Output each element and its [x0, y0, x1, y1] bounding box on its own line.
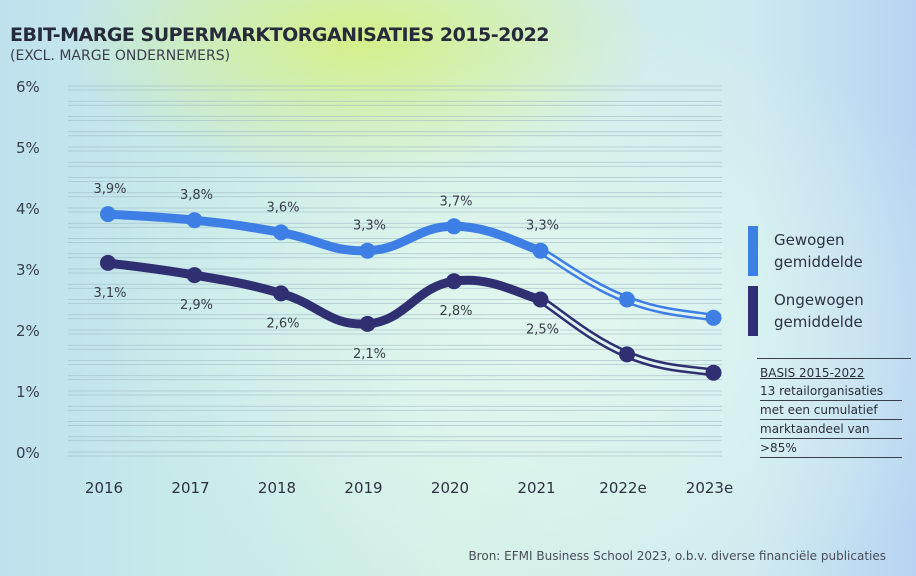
basis-note-body: 13 retailorganisaties met een cumulatief…: [760, 382, 910, 458]
x-tick-label: 2022e: [599, 479, 646, 497]
legend-item-weighted: Gewogen gemiddelde: [748, 226, 884, 276]
data-label: 2,5%: [526, 323, 559, 338]
basis-note-line: 13 retailorganisaties: [760, 382, 902, 401]
x-axis-ticks: 2016 2017 2018 2019 2020 2021 2022e 2023e: [85, 479, 733, 497]
data-point: [186, 267, 203, 284]
legend-swatch-weighted: [748, 226, 758, 276]
data-point: [619, 346, 635, 363]
legend-label-weighted: Gewogen gemiddelde: [774, 231, 863, 271]
data-label: 2,6%: [266, 316, 299, 331]
basis-note-heading: BASIS 2015-2022: [760, 366, 865, 380]
basis-note-line: met een cumulatief: [760, 401, 902, 420]
x-tick-label: 2016: [85, 479, 123, 497]
data-label: 3,9%: [93, 182, 126, 197]
data-point: [273, 285, 289, 302]
series-line: [103, 209, 545, 256]
data-point: [532, 291, 549, 308]
data-label: 3,6%: [266, 200, 299, 215]
y-tick-label: 2%: [16, 322, 40, 340]
data-label: 3,7%: [439, 194, 472, 209]
y-tick-label: 4%: [16, 200, 40, 218]
y-tick-label: 5%: [16, 139, 40, 157]
x-tick-label: 2019: [344, 479, 382, 497]
legend-swatch-unweighted: [748, 286, 758, 336]
basis-note-line: marktaandeel van: [760, 420, 902, 439]
y-tick-label: 0%: [16, 444, 40, 462]
source-note: Bron: EFMI Business School 2023, o.b.v. …: [468, 549, 886, 563]
data-label: 2,8%: [439, 304, 472, 319]
basis-note: BASIS 2015-2022 13 retailorganisaties me…: [760, 364, 910, 458]
data-label: 3,3%: [353, 219, 386, 234]
x-tick-label: 2017: [171, 479, 209, 497]
data-point: [359, 242, 376, 259]
data-label: 2,9%: [180, 298, 213, 313]
y-tick-label: 1%: [16, 383, 40, 401]
x-tick-label: 2021: [517, 479, 555, 497]
data-points: [100, 206, 722, 381]
data-point: [532, 242, 549, 259]
data-point: [705, 364, 722, 381]
chart-subtitle: (EXCL. MARGE ONDERNEMERS): [10, 48, 231, 64]
x-tick-label: 2018: [258, 479, 296, 497]
legend-label-unweighted: Ongewogen gemiddelde: [774, 291, 864, 331]
data-point: [705, 309, 722, 326]
data-point: [100, 254, 116, 271]
y-axis-ticks: 0% 1% 2% 3% 4% 5% 6%: [16, 78, 40, 462]
chart-title: EBIT-MARGE SUPERMARKTORGANISATIES 2015-2…: [10, 24, 550, 46]
data-point: [619, 291, 635, 308]
x-tick-label: 2020: [431, 479, 469, 497]
data-point: [359, 315, 376, 332]
legend-item-unweighted: Ongewogen gemiddelde: [748, 286, 884, 336]
data-label: 3,3%: [526, 219, 559, 234]
data-labels: 3,9% 3,8% 3,6% 3,3% 3,7% 3,3% 3,1% 2,9% 2,6% 2,1%…: [93, 182, 559, 362]
data-point: [446, 218, 462, 235]
data-label: 3,1%: [93, 286, 126, 301]
y-tick-label: 6%: [16, 78, 40, 96]
basis-note-line: >85%: [760, 439, 902, 458]
data-label: 2,1%: [353, 347, 386, 362]
x-tick-label: 2023e: [686, 479, 733, 497]
y-tick-label: 3%: [16, 261, 40, 279]
data-point: [100, 206, 116, 223]
data-point: [186, 212, 203, 229]
data-label: 3,8%: [180, 188, 213, 203]
data-point: [273, 224, 289, 241]
note-divider: [757, 358, 911, 359]
data-point: [446, 273, 462, 290]
